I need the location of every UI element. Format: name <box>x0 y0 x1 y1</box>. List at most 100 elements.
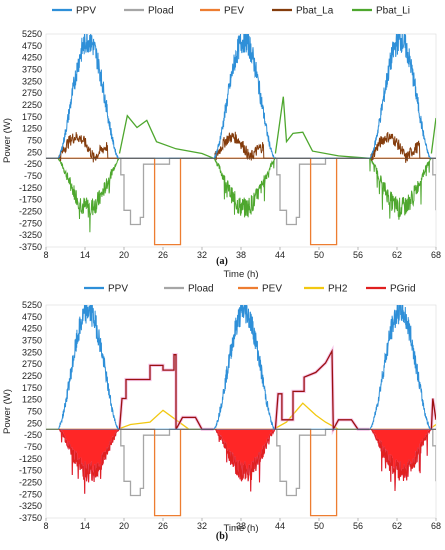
legend-label-ppv: PPV <box>76 6 96 17</box>
series-pload <box>46 428 436 497</box>
series-pgrid-day-line <box>58 428 120 494</box>
series-group <box>46 34 436 246</box>
x-tick-label: 26 <box>158 250 168 260</box>
plot-area <box>45 304 437 519</box>
x-tick-label: 50 <box>314 250 324 260</box>
y-tick-label: 1250 <box>22 124 42 134</box>
y-tick-label: 5250 <box>22 29 42 39</box>
legend-label-pev: PEV <box>262 284 282 295</box>
series-pbat_li-day-line <box>369 157 432 220</box>
y-tick-label: 1750 <box>22 383 42 393</box>
y-tick-label: 4250 <box>22 324 42 334</box>
y-tick-label: 250 <box>27 147 42 157</box>
y-tick-label: -3750 <box>19 242 42 252</box>
x-tick-label: 38 <box>236 521 246 531</box>
y-tick-label: -750 <box>24 171 42 181</box>
x-tick-label: 26 <box>158 521 168 531</box>
y-tick-label: 1250 <box>22 395 42 405</box>
legend-label-pbat_li: Pbat_Li <box>376 6 410 17</box>
y-tick-label: 2750 <box>22 88 42 98</box>
y-tick-label: 5250 <box>22 300 42 310</box>
x-tick-label: 32 <box>197 521 207 531</box>
x-tick-label: 20 <box>119 521 129 531</box>
y-tick-label: -2250 <box>19 207 42 217</box>
y-tick-label: 750 <box>27 136 42 146</box>
y-tick-label: 2250 <box>22 371 42 381</box>
y-axis-label: Power (W) <box>2 118 13 163</box>
y-tick-label: 3750 <box>22 336 42 346</box>
x-tick-label: 68 <box>431 250 441 260</box>
series-pgrid-day-line <box>370 428 432 492</box>
y-tick-label: 1750 <box>22 112 42 122</box>
y-tick-label: -250 <box>24 159 42 169</box>
x-tick-label: 62 <box>392 250 402 260</box>
legend-label-ppv: PPV <box>108 284 128 295</box>
x-tick-label: 32 <box>197 250 207 260</box>
series-pgrid-day <box>58 428 120 494</box>
series-pbat_li-night <box>118 96 436 159</box>
x-tick-label: 20 <box>119 250 129 260</box>
legend-label-pgrid: PGrid <box>390 284 416 295</box>
y-tick-label: -3250 <box>19 230 42 240</box>
y-tick-label: 3250 <box>22 76 42 86</box>
x-tick-label: 44 <box>275 250 285 260</box>
legend-label-pload: Pload <box>188 284 214 295</box>
series-pbat_la <box>46 131 436 163</box>
chart-b: -3750 -3250 -2750-2250 -1750 -1250 -750 -250 25… <box>2 284 441 543</box>
x-tick-label: 56 <box>353 521 363 531</box>
y-tick-label: -2750 <box>19 489 42 499</box>
x-tick-label: 62 <box>392 521 402 531</box>
x-tick-label: 8 <box>43 521 48 531</box>
series-pbat_li-day-line <box>57 157 120 233</box>
legend-label-pload: Pload <box>148 6 174 17</box>
y-tick-label: -2750 <box>19 218 42 228</box>
y-tick-label: 2250 <box>22 100 42 110</box>
x-axis-label: Time (h) <box>223 523 258 534</box>
series-pbat_li-day-line <box>213 156 276 218</box>
x-tick-label: 44 <box>275 521 285 531</box>
y-tick-label: 2750 <box>22 359 42 369</box>
x-tick-label: 50 <box>314 521 324 531</box>
series-ppv <box>46 34 436 160</box>
y-axis-label: Power (W) <box>2 389 13 434</box>
y-tick-label: -3250 <box>19 501 42 511</box>
y-tick-label: -2250 <box>19 478 42 488</box>
series-pgrid-halo <box>117 345 436 436</box>
y-tick-label: -750 <box>24 442 42 452</box>
x-tick-label: 14 <box>80 521 90 531</box>
y-tick-label: 750 <box>27 407 42 417</box>
series-pload <box>46 157 436 226</box>
x-tick-label: 56 <box>353 250 363 260</box>
series-pgrid-day-line <box>214 428 276 492</box>
x-tick-label: 8 <box>43 250 48 260</box>
y-tick-label: -1250 <box>19 183 42 193</box>
y-tick-label: 4750 <box>22 312 42 322</box>
series-ph2 <box>46 402 436 430</box>
chart-a: -3750 -3250 -2750-2250 -1750 -1250 -750 -250 25… <box>2 6 441 281</box>
legend-label-pev: PEV <box>224 6 244 17</box>
y-tick-label: -1750 <box>19 466 42 476</box>
y-tick-label: 4750 <box>22 41 42 51</box>
panel-caption: (b) <box>216 531 228 542</box>
y-tick-label: -1250 <box>19 454 42 464</box>
y-tick-label: 4250 <box>22 53 42 63</box>
y-tick-label: 250 <box>27 418 42 428</box>
x-tick-label: 68 <box>431 521 441 531</box>
x-tick-label: 38 <box>236 250 246 260</box>
series-pgrid-night <box>118 348 436 432</box>
legend-label-pbat_la: Pbat_La <box>296 6 334 17</box>
legend-label-ph2: PH2 <box>328 284 348 295</box>
x-axis-label: Time (h) <box>223 269 258 280</box>
series-ppv <box>46 305 436 430</box>
series-pgrid-day <box>213 428 276 492</box>
series-group <box>46 305 436 517</box>
panel-caption: (a) <box>216 256 228 267</box>
y-tick-label: 3250 <box>22 347 42 357</box>
y-tick-label: -3750 <box>19 513 42 523</box>
series-pgrid-day <box>369 428 433 492</box>
x-tick-label: 14 <box>80 250 90 260</box>
y-tick-label: -1750 <box>19 195 42 205</box>
y-tick-label: 3750 <box>22 65 42 75</box>
y-tick-label: -250 <box>24 430 42 440</box>
